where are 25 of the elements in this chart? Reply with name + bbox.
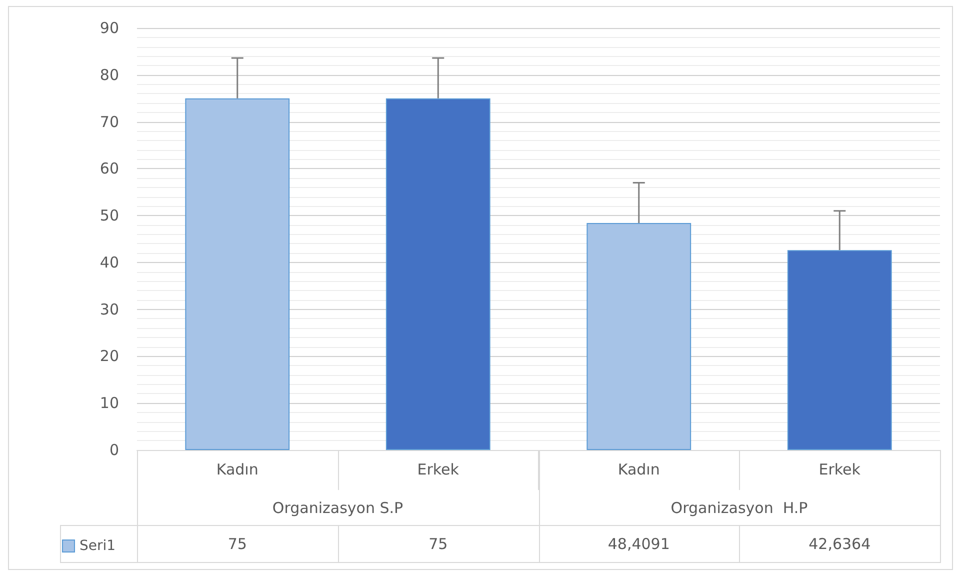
y-tick-label: 0: [109, 441, 119, 459]
legend-label: Seri1: [80, 538, 116, 554]
y-tick-label: 20: [100, 347, 119, 366]
x-tick-label: Kadın: [216, 460, 258, 478]
bar: [185, 98, 290, 450]
text: Organizasyon S.P: [271, 498, 404, 519]
text: Organizasyon H.P: [670, 498, 809, 519]
x-tick-label: Erkek: [417, 460, 460, 478]
data-label: 48,4091: [606, 534, 671, 555]
y-tick-label: 80: [100, 66, 119, 84]
data-label: 75: [226, 534, 248, 555]
bar: [386, 98, 490, 450]
data-label: 75: [428, 534, 449, 555]
y-tick-label: 10: [100, 394, 119, 412]
y-tick-label: 50: [100, 206, 119, 225]
y-tick-label: 90: [100, 19, 119, 37]
x-tick-label: Kadın: [618, 460, 660, 478]
data-label: 42,6364: [808, 534, 872, 555]
y-tick-label: 70: [100, 112, 119, 131]
bar: [586, 223, 692, 450]
x-tick-label: Erkek: [818, 460, 861, 478]
bar: [787, 250, 892, 450]
y-tick-label: 30: [100, 300, 119, 318]
y-tick-label: 60: [100, 160, 119, 178]
y-tick-label: 40: [100, 253, 119, 272]
